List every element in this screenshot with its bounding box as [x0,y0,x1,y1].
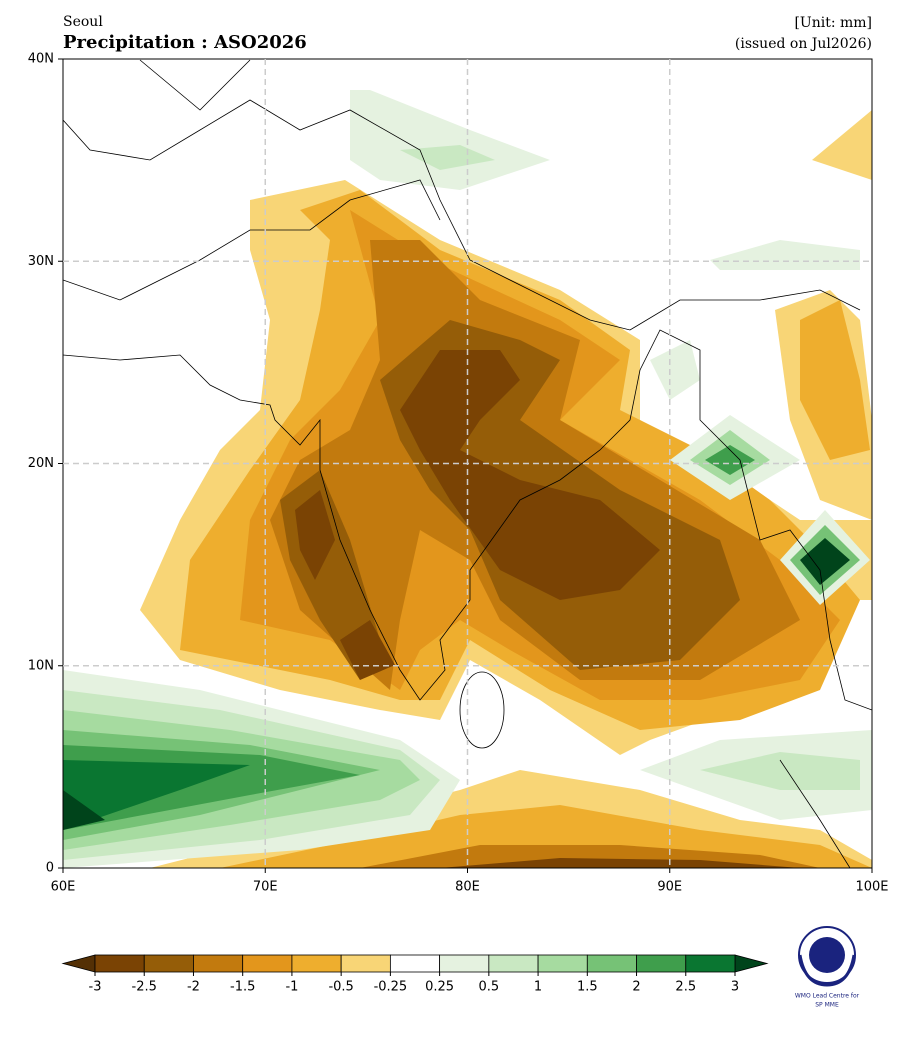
unit: [Unit: mm] [794,15,872,31]
colorbar-box [488,954,539,973]
x-tick-label: 70E [253,880,278,895]
colorbar-box [143,954,194,973]
colorbar-box [685,954,736,973]
colorbar-label: 1 [534,980,542,995]
colorbar-box [586,954,637,973]
colorbar-box [193,954,244,973]
colorbar-label: -1 [285,980,298,995]
colorbar-label: -3 [89,980,102,995]
logo: WMO Lead Centre for SP MME [795,926,860,1009]
colorbar-label: -1.5 [230,980,255,995]
colorbar-label: 1.5 [577,980,598,995]
y-tick-label: 30N [28,254,54,269]
colorbar-over [734,954,769,973]
colorbar-box [636,954,687,973]
title: Precipitation : ASO2026 [63,32,307,53]
x-tick-label: 60E [51,880,76,895]
colorbar-label: 0.25 [425,980,454,995]
y-tick-label: 10N [28,658,54,673]
coastlines [63,59,872,868]
colorbar-label: 3 [731,980,739,995]
colorbar-label: -0.5 [328,980,353,995]
colorbar-box [242,954,293,973]
x-tick-label: 100E [855,880,888,895]
colorbar-box [94,954,145,973]
issued: (issued on Jul2026) [735,36,872,52]
x-tick-label: 90E [657,880,682,895]
colorbar-box [340,954,391,973]
colorbar-label: 2 [632,980,640,995]
colorbar-box [389,954,441,973]
logo-line2: SP MME [815,1002,839,1009]
colorbar-label: -2 [187,980,200,995]
y-tick-label: 40N [28,52,54,67]
colorbar-label: 0.5 [479,980,500,995]
x-tick-label: 80E [455,880,480,895]
colorbar-label: 2.5 [675,980,696,995]
colorbar-box [439,954,490,973]
location: Seoul [63,14,103,30]
y-tick-label: 20N [28,456,54,471]
logo-line1: WMO Lead Centre for [795,993,860,1000]
colorbar-under [61,954,96,973]
colorbar-box [291,954,342,973]
colorbar-box [537,954,588,973]
colorbar-label: -2.5 [132,980,157,995]
y-tick-label: 0 [46,861,54,876]
contours [63,90,872,868]
colorbar-label: -0.25 [374,980,408,995]
